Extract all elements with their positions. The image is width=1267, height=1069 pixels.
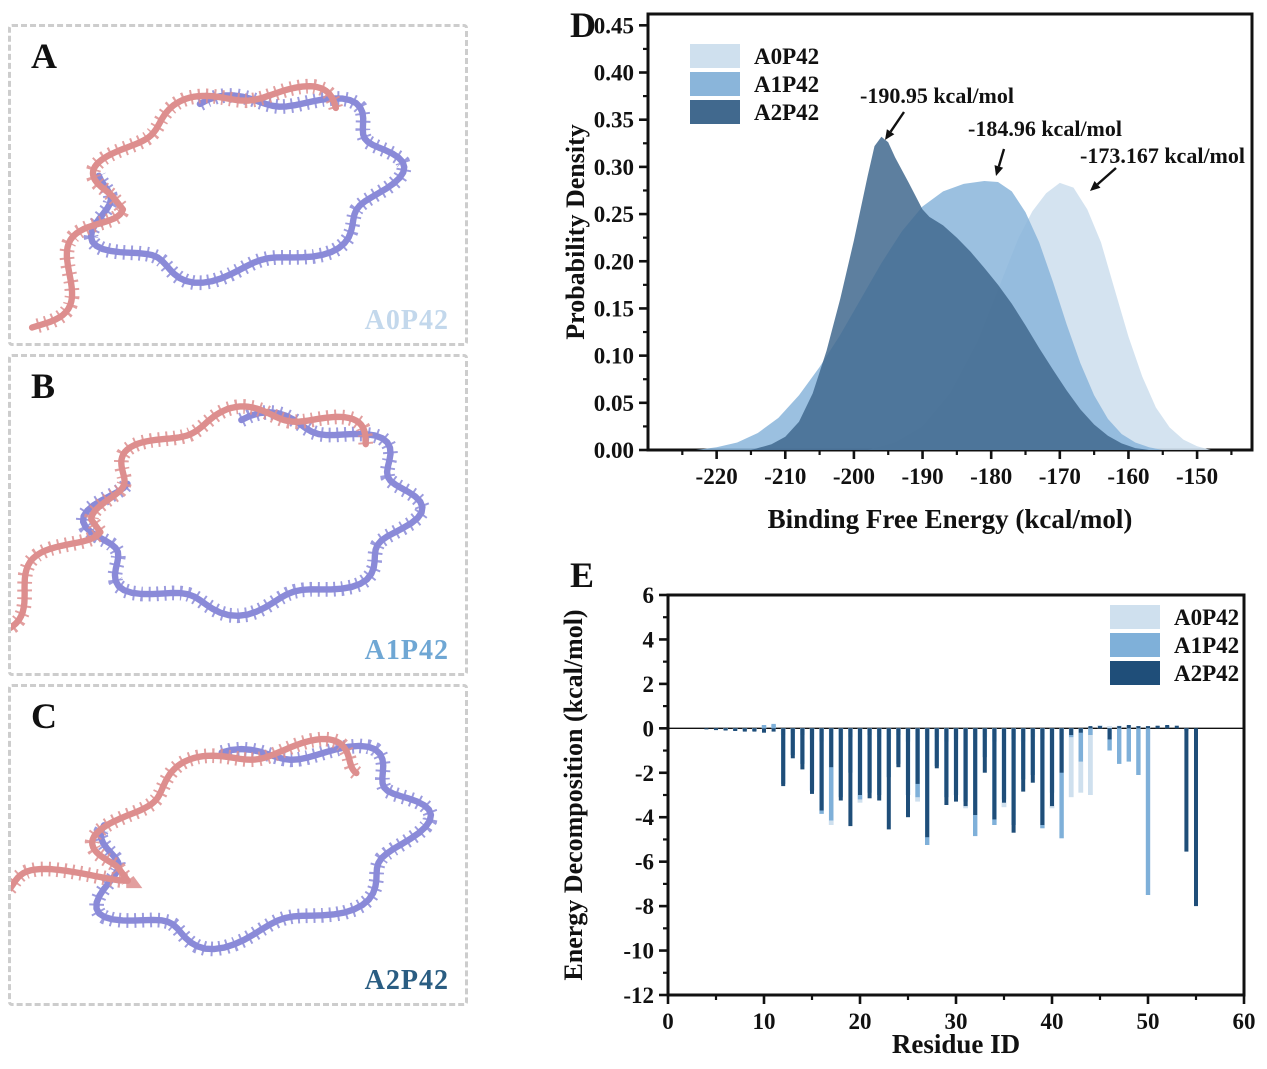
blue-strand-ribbon xyxy=(87,92,408,286)
svg-text:0.30: 0.30 xyxy=(594,155,634,180)
legend: A0P42 A1P42 A2P42 xyxy=(1110,605,1239,686)
red-strand-ribbon xyxy=(11,403,369,632)
legend: A0P42 A1P42 A2P42 xyxy=(690,44,819,125)
red-strand-ribbon xyxy=(11,735,360,892)
legend-label-a2p42: A2P42 xyxy=(1174,661,1239,686)
svg-text:60: 60 xyxy=(1233,1009,1256,1034)
svg-text:50: 50 xyxy=(1137,1009,1160,1034)
svg-text:10: 10 xyxy=(753,1009,776,1034)
bar-plot: 0 10 20 30 40 50 606420-2-4-6-8-10-12A0P42A1P4… xyxy=(559,583,1256,1059)
kde-area-a2p42 xyxy=(750,136,1150,450)
red-strand-ribbon xyxy=(28,82,340,331)
svg-text:-170: -170 xyxy=(1039,464,1081,489)
axes: -220 -210 -200 -190 -180 -170 -160 -150 0.00 0.05… xyxy=(594,12,1254,489)
rna-structure-rendering-b xyxy=(11,399,430,636)
panel-a: A A0P42 xyxy=(8,24,468,346)
svg-text:-150: -150 xyxy=(1176,464,1218,489)
kde-plot: -220 -210 -200 -190 -180 -170 -160 -150 0.00 0.05… xyxy=(561,12,1254,534)
panel-b: B A1P42 xyxy=(8,354,468,676)
legend-swatch-a0p42 xyxy=(690,44,740,68)
svg-text:0.00: 0.00 xyxy=(594,438,634,463)
svg-text:30: 30 xyxy=(945,1009,968,1034)
svg-text:4: 4 xyxy=(643,627,655,652)
rna-structure-rendering-c xyxy=(11,731,439,957)
red-strand-bases xyxy=(11,399,374,636)
svg-text:0.25: 0.25 xyxy=(594,202,634,227)
svg-text:-220: -220 xyxy=(696,464,738,489)
svg-text:-10: -10 xyxy=(623,939,654,964)
svg-text:0.10: 0.10 xyxy=(594,344,634,369)
legend-label-a0p42: A0P42 xyxy=(1174,605,1239,630)
legend-swatch-a2p42 xyxy=(690,100,740,124)
red-strand-bases xyxy=(29,78,343,335)
svg-text:20: 20 xyxy=(849,1009,872,1034)
svg-text:-180: -180 xyxy=(970,464,1012,489)
panel-a-letter: A xyxy=(31,36,57,76)
panel-c-structure-tag: A2P42 xyxy=(364,965,449,996)
legend-label-a1p42: A1P42 xyxy=(754,72,819,97)
panel-a-structure-tag: A0P42 xyxy=(364,305,449,336)
legend-swatch-a1p42 xyxy=(690,72,740,96)
panel-e-bar-chart: E 0 10 20 30 40 50 60 6 4 2 0 -2 -4 -6 -8 -10 -12 A0P42 A1… xyxy=(559,550,1267,1064)
legend-swatch-a1p42 xyxy=(1110,633,1160,657)
kde-areas xyxy=(696,136,1211,450)
panel-e-letter: E xyxy=(570,555,595,595)
blue-strand-ribbon xyxy=(93,742,435,953)
panel-d-kde-chart: D -220 -210 -200 -190 -180 -170 -160 -150 0.00 0.… xyxy=(560,0,1267,550)
panel-c-letter: C xyxy=(31,696,57,736)
panel-d-letter: D xyxy=(570,5,596,45)
svg-text:0.20: 0.20 xyxy=(594,249,634,274)
y-axis-label: Energy Decomposition (kcal/mol) xyxy=(560,609,588,980)
svg-text:40: 40 xyxy=(1041,1009,1064,1034)
svg-text:-200: -200 xyxy=(833,464,875,489)
svg-text:2: 2 xyxy=(643,672,655,697)
svg-text:-2: -2 xyxy=(635,761,654,786)
svg-text:-4: -4 xyxy=(635,805,655,830)
legend-label-a1p42: A1P42 xyxy=(1174,633,1239,658)
svg-text:-210: -210 xyxy=(764,464,806,489)
svg-text:0.40: 0.40 xyxy=(594,61,634,86)
svg-text:0: 0 xyxy=(662,1009,674,1034)
annotations: -190.95 kcal/mol -184.96 kcal/mol-173.167… xyxy=(860,83,1245,191)
x-axis-label: Residue ID xyxy=(892,1029,1020,1059)
svg-text:-160: -160 xyxy=(1107,464,1149,489)
rna-structure-rendering-a xyxy=(28,78,412,335)
svg-text:0.45: 0.45 xyxy=(594,13,634,38)
panel-b-structure-tag: A1P42 xyxy=(364,635,449,666)
svg-text:0.35: 0.35 xyxy=(594,108,634,133)
panel-b-letter: B xyxy=(31,366,56,406)
blue-strand-ribbon xyxy=(79,408,426,619)
bars-a2p42 xyxy=(704,725,1198,907)
svg-text:-12: -12 xyxy=(623,983,654,1008)
svg-text:6: 6 xyxy=(643,583,655,608)
svg-text:-8: -8 xyxy=(635,894,654,919)
svg-text:0.15: 0.15 xyxy=(594,296,634,321)
legend-label-a0p42: A0P42 xyxy=(754,44,819,69)
x-axis-label: Binding Free Energy (kcal/mol) xyxy=(768,504,1133,534)
annotation-text-0: -190.95 kcal/mol xyxy=(860,83,1014,108)
y-axis-label: Probability Density xyxy=(561,124,590,339)
svg-text:-190: -190 xyxy=(901,464,943,489)
legend-label-a2p42: A2P42 xyxy=(754,100,819,125)
annotation-text-2: -173.167 kcal/mol xyxy=(1080,143,1245,168)
panel-c: C A2P42 xyxy=(8,684,468,1006)
svg-text:0.05: 0.05 xyxy=(594,391,634,416)
svg-text:-6: -6 xyxy=(635,850,654,875)
legend-swatch-a0p42 xyxy=(1110,605,1160,629)
svg-text:0: 0 xyxy=(643,716,655,741)
legend-swatch-a2p42 xyxy=(1110,661,1160,685)
annotation-text-1: -184.96 kcal/mol xyxy=(968,116,1122,141)
